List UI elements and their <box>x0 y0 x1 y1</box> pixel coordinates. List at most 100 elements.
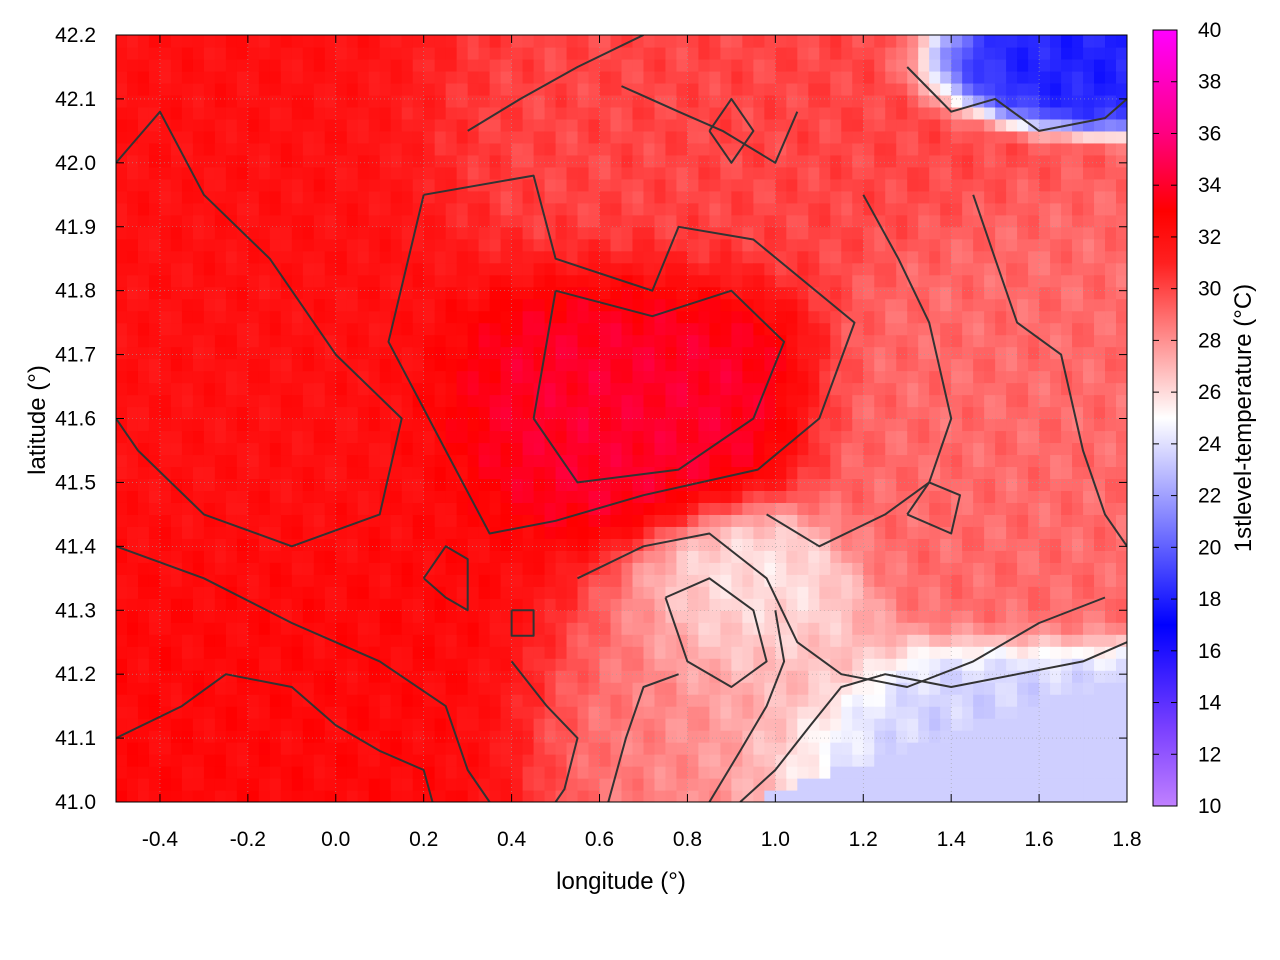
heatmap-cell <box>522 190 535 204</box>
heatmap-cell <box>764 730 776 743</box>
heatmap-cell <box>489 766 502 779</box>
heatmap-cell <box>698 694 711 707</box>
heatmap-cell <box>907 730 919 743</box>
heatmap-cell <box>665 154 678 168</box>
heatmap-cell <box>687 430 700 444</box>
heatmap-cell <box>247 70 260 84</box>
heatmap-cell <box>181 106 194 120</box>
heatmap-cell <box>907 202 919 216</box>
heatmap-cell <box>522 238 535 252</box>
heatmap-cell <box>885 646 897 659</box>
heatmap-cell <box>478 250 491 264</box>
heatmap-cell <box>247 718 260 731</box>
heatmap-cell <box>720 670 732 683</box>
heatmap-cell <box>423 586 436 599</box>
heatmap-cell <box>808 742 820 755</box>
heatmap-cell <box>621 478 634 491</box>
heatmap-cell <box>478 106 491 120</box>
heatmap-cell <box>654 490 667 503</box>
heatmap-cell <box>544 286 557 300</box>
heatmap-cell <box>885 622 897 635</box>
heatmap-cell <box>588 238 601 252</box>
heatmap-cell <box>720 634 732 647</box>
heatmap-cell <box>709 598 721 611</box>
heatmap-cell <box>401 502 414 515</box>
heatmap-cell <box>522 106 535 120</box>
heatmap-cell <box>731 394 743 408</box>
heatmap-cell <box>269 298 282 312</box>
heatmap-cell <box>236 250 249 264</box>
heatmap-cell <box>247 646 260 659</box>
heatmap-cell <box>445 694 458 707</box>
heatmap-cell <box>918 382 930 396</box>
heatmap-cell <box>412 478 425 491</box>
heatmap-cell <box>511 130 524 144</box>
heatmap-cell <box>412 382 425 396</box>
heatmap-cell <box>192 730 205 743</box>
heatmap-cell <box>742 250 754 264</box>
heatmap-cell <box>753 358 765 372</box>
heatmap-cell <box>720 382 732 396</box>
heatmap-cell <box>742 202 754 216</box>
heatmap-cell <box>313 238 326 252</box>
heatmap-cell <box>434 706 447 719</box>
heatmap-cell <box>489 706 502 719</box>
heatmap-cell <box>357 262 370 276</box>
heatmap-cell <box>445 154 458 168</box>
heatmap-cell <box>907 118 919 132</box>
heatmap-cell <box>588 346 601 360</box>
heatmap-cell <box>874 466 886 480</box>
heatmap-cell <box>434 514 447 527</box>
heatmap-cell <box>588 790 601 802</box>
heatmap-cell <box>874 406 886 420</box>
heatmap-cell <box>489 622 502 635</box>
heatmap-cell <box>951 394 963 408</box>
heatmap-cell <box>489 190 502 204</box>
heatmap-cell <box>797 598 809 611</box>
heatmap-cell <box>654 154 667 168</box>
heatmap-cell <box>291 670 304 683</box>
heatmap-cell <box>467 490 480 503</box>
heatmap-cell <box>225 35 238 48</box>
heatmap-cell <box>676 586 689 599</box>
heatmap-cell <box>390 202 403 216</box>
heatmap-cell <box>335 94 348 108</box>
heatmap-cell <box>236 82 249 96</box>
heatmap-cell <box>610 58 623 72</box>
heatmap-cell <box>632 262 645 276</box>
heatmap-cell <box>918 154 930 168</box>
heatmap-cell <box>775 310 787 324</box>
heatmap-cell <box>940 106 952 120</box>
heatmap-cell <box>412 766 425 779</box>
heatmap-cell <box>467 754 480 767</box>
heatmap-cell <box>280 694 293 707</box>
heatmap-cell <box>819 466 831 480</box>
heatmap-cell <box>720 694 732 707</box>
heatmap-cell <box>610 682 623 695</box>
heatmap-cell <box>687 334 700 348</box>
heatmap-cell <box>632 142 645 156</box>
heatmap-cell <box>665 298 678 312</box>
heatmap-cell <box>478 226 491 240</box>
heatmap-cell <box>819 718 831 731</box>
heatmap-cell <box>170 706 183 719</box>
heatmap-cell <box>467 478 480 491</box>
heatmap-cell <box>951 550 963 563</box>
heatmap-cell <box>148 274 161 288</box>
heatmap-cell <box>401 310 414 324</box>
heatmap-cell <box>918 526 930 539</box>
heatmap-cell <box>280 742 293 755</box>
heatmap-cell <box>764 118 776 132</box>
heatmap-cell <box>148 550 161 563</box>
heatmap-cell <box>962 274 974 288</box>
heatmap-cell <box>566 214 579 228</box>
heatmap-cell <box>159 238 172 252</box>
heatmap-cell <box>566 298 579 312</box>
heatmap-cell <box>808 646 820 659</box>
heatmap-cell <box>577 502 590 515</box>
heatmap-cell <box>236 538 249 551</box>
heatmap-cell <box>368 322 381 336</box>
heatmap-cell <box>929 262 941 276</box>
heatmap-cell <box>896 382 908 396</box>
heatmap-cell <box>434 682 447 695</box>
